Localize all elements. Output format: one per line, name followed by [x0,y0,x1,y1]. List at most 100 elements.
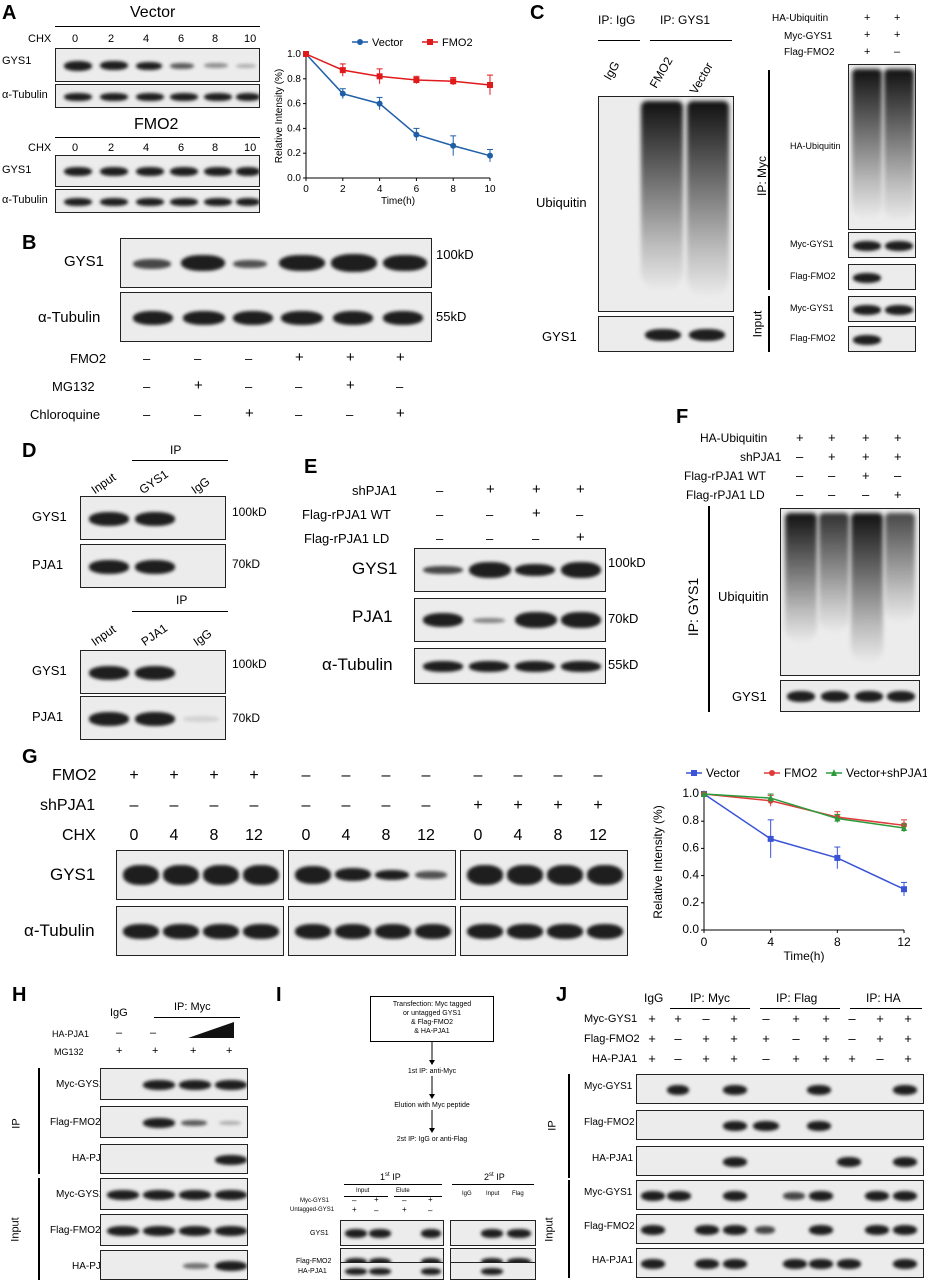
j-rule-myc [670,1008,750,1009]
j-ip-ha: IP: HA [866,991,901,1005]
a-time: 2 [108,33,115,45]
i-sign: – [402,1196,407,1205]
j-sign: + [822,1011,830,1026]
g-sign: – [421,797,431,814]
b-sign: + [396,349,405,366]
j-sign: + [792,1051,800,1066]
g-gys1-label: GYS1 [50,865,96,884]
i-myc-label: Myc-GYS1 [300,1198,330,1204]
e-sign: – [436,483,444,498]
a-time: 0 [72,142,79,154]
d-pja1-label: PJA1 [32,557,64,572]
g-sign: – [513,767,523,784]
e-row-label: shPJA1 [352,483,397,498]
legend-marker [427,39,433,45]
f-sign: + [828,430,836,445]
f-blot-gys1 [780,680,920,712]
i-untagged-label: Untagged-GYS1 [290,1207,335,1213]
b-sign: – [396,379,404,394]
g-sign: – [129,797,139,814]
a-gys1-label: GYS1 [2,164,32,176]
j-blot-label: HA-PJA1 [592,1153,634,1164]
e-mw3: 55kD [608,657,639,672]
legend-marker [769,770,775,776]
h-blot-label: Myc-GYS1 [56,1079,105,1090]
x-tick-label: 4 [377,184,383,195]
e-sign: – [436,507,444,522]
g-time: 12 [417,827,435,844]
c-blot-label: Flag-FMO2 [790,271,836,281]
b-sign: + [295,349,304,366]
g-fmo2-label: FMO2 [52,767,97,784]
x-tick-label: 12 [897,935,911,949]
j-blot-flag-fmo2-input [636,1214,924,1244]
j-rule-flag [760,1008,840,1009]
i-step1: 1st IP: anti-Myc [407,1068,457,1075]
d-mw1: 100kD [232,505,267,519]
j-igg: IgG [644,991,664,1005]
e-mw1: 100kD [608,555,646,570]
h-ha-pja1-label: HA-PJA1 [52,1029,90,1039]
series-line [703,793,905,829]
e-blot-pja1 [414,598,606,642]
c-blot-myc-gys1 [848,232,916,258]
d-mw2: 70kD [232,557,261,571]
d-lane: GYS1 [136,466,171,497]
d-blot-pja1-bottom [80,696,226,740]
c-input-label: Input [750,310,765,338]
panel-label-e: E [304,456,318,478]
c-rule-gys1 [650,40,732,41]
j-sign: + [648,1031,656,1046]
series-line [703,793,905,890]
d-mw2: 70kD [232,711,261,725]
h-blot-flag-fmo2 [100,1106,248,1138]
j-sign: + [730,1011,738,1026]
b-sign: + [194,377,203,394]
y-tick-label: 0.8 [287,74,301,85]
a-title-fmo2: FMO2 [134,116,179,133]
c-gys1-label: GYS1 [542,329,577,344]
data-point [834,814,841,822]
c-lane-label: IgG [600,58,623,83]
b-row-label: Chloroquine [30,407,101,422]
g-blot-tubulin-vector [288,906,456,956]
f-sign: – [828,468,836,483]
h-ip-myc: IP: Myc [174,1001,211,1013]
e-sign: – [436,531,444,546]
b-sign: – [245,351,253,366]
j-sign: + [876,1031,884,1046]
a-chx-label: CHX [28,142,52,154]
i-lane2: IgG [462,1191,472,1197]
j-ip-bracket [568,1074,570,1178]
j-rule-ha [850,1008,922,1009]
h-gradient-wedge [188,1022,234,1038]
g-time: 12 [589,827,607,844]
h-sign: + [116,1045,123,1057]
data-point [901,886,907,893]
g-time: 0 [129,827,139,844]
a-blot-tubulin-fmo2 [55,189,260,213]
g-blot-gys1-vector [288,850,456,900]
a-title-vector: Vector [130,4,176,21]
legend-marker [831,769,837,776]
i-blot-label: Flag-FMO2 [296,1258,332,1265]
h-blot-label: Flag-FMO2 [50,1117,101,1128]
chart-a: 0.0 0.2 0.4 0.6 0.8 1.0 0 2 4 6 8 10 Time(h) Relative… [274,37,496,207]
g-time: 8 [553,827,563,844]
f-sign: + [894,430,902,445]
legend-label: Vector+shPJA1 [846,766,927,780]
j-sign: + [702,1051,710,1066]
panel-label-a: A [2,2,17,24]
j-sign: + [730,1051,738,1066]
h-input-label: Input [9,1217,22,1242]
x-tick-label: 8 [834,935,841,949]
c-ip-igg: IP: IgG [598,13,636,27]
chart-g: 0.0 0.2 0.4 0.6 0.8 1.0 0 4 8 12 Time(h) Relative I… [651,766,927,963]
b-row-label: FMO2 [70,351,107,366]
i-sign: – [428,1206,433,1215]
f-row-label: HA-Ubiquitin [700,431,768,445]
g-blot-gys1-sh [460,850,628,900]
j-sign: + [702,1031,710,1046]
i-step3: 2st IP: IgG or anti-Flag [396,1136,468,1143]
b-blot-tubulin [120,292,432,342]
